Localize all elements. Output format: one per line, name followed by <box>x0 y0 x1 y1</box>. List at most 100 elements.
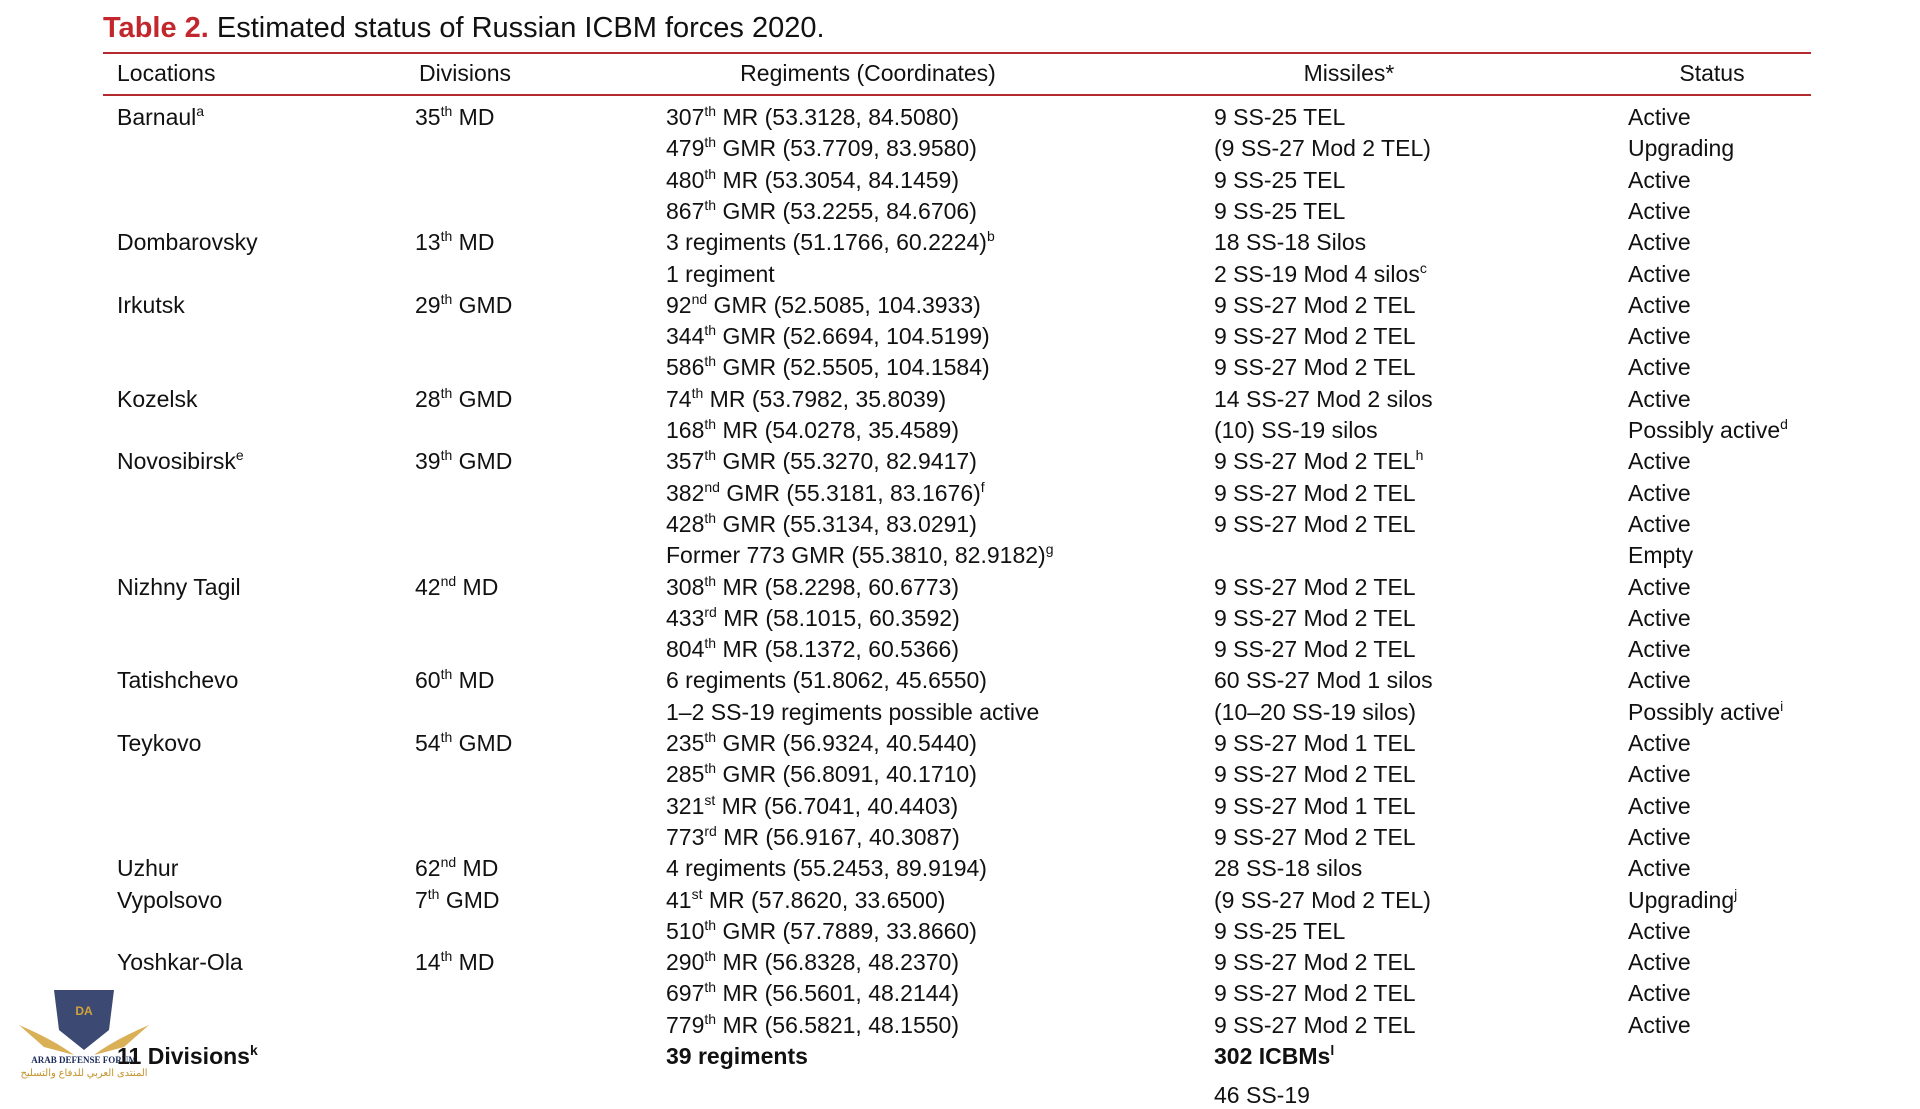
superscript: th <box>440 729 453 745</box>
text: 235 <box>666 730 705 756</box>
status-cell: Active <box>1628 166 1691 194</box>
regiment-cell: 1 regiment <box>666 260 775 288</box>
regiment-cell: 41st MR (57.8620, 33.6500) <box>666 886 945 917</box>
text: Active <box>1628 197 1691 224</box>
location-cell: Uzhur <box>117 854 178 882</box>
text: 344 <box>666 323 705 350</box>
superscript: th <box>704 322 717 339</box>
text: (9 SS-27 Mod 2 TEL) <box>1214 135 1431 162</box>
text: 357 <box>666 448 705 475</box>
regiment-cell: 779th MR (56.5821, 48.1550) <box>666 1011 959 1042</box>
regiment-cell: 382nd GMR (55.3181, 83.1676)f <box>666 479 985 510</box>
text: MR (56.5821, 48.1550) <box>716 1011 959 1038</box>
text: 773 <box>666 823 705 850</box>
text: 74 <box>666 385 692 412</box>
text: Active <box>1628 479 1691 506</box>
text: Upgrading <box>1628 886 1735 913</box>
text: GMR (52.5505, 104.1584) <box>716 354 990 381</box>
column-header: Locations <box>117 60 216 86</box>
text: MR (58.1015, 60.3592) <box>716 604 960 631</box>
superscript: th <box>440 103 453 119</box>
regiment-cell: 3 regiments (51.1766, 60.2224)b <box>666 228 995 259</box>
regiment-cell: 344th GMR (52.6694, 104.5199) <box>666 322 990 353</box>
text: Possibly active <box>1628 417 1781 443</box>
text: Active <box>1628 730 1691 756</box>
text: 60 SS-27 Mod 1 silos <box>1214 667 1433 694</box>
status-cell: Active <box>1628 103 1691 131</box>
regiment-cell: 235th GMR (56.9324, 40.5440) <box>666 729 977 760</box>
text: Possibly active <box>1628 698 1781 725</box>
text: 697 <box>666 980 705 1007</box>
text: MR (58.2298, 60.6773) <box>716 573 959 600</box>
superscript: th <box>440 666 453 683</box>
superscript: th <box>704 729 717 745</box>
text: Active <box>1628 291 1691 318</box>
text: 41 <box>666 886 692 913</box>
text: MR (56.9167, 40.3087) <box>716 823 960 850</box>
text: 18 SS-18 Silos <box>1214 229 1367 256</box>
superscript: l <box>1330 1042 1335 1058</box>
status-cell: Empty <box>1628 541 1693 569</box>
text: Active <box>1628 823 1691 850</box>
text: Active <box>1628 104 1691 130</box>
superscript: nd <box>440 854 457 871</box>
text: 9 SS-27 Mod 2 TEL <box>1214 761 1416 788</box>
location-cell: 11 Divisionsk <box>117 1042 258 1073</box>
text: 42 <box>415 573 441 600</box>
text: Active <box>1628 448 1691 475</box>
text: 9 SS-27 Mod 2 TEL <box>1214 510 1416 537</box>
text: 9 SS-25 TEL <box>1214 917 1346 944</box>
text: 9 SS-27 Mod 2 TEL <box>1214 636 1416 663</box>
regiment-cell: 290th MR (56.8328, 48.2370) <box>666 948 959 979</box>
status-cell: Active <box>1628 353 1691 381</box>
text: Active <box>1628 385 1691 412</box>
text: 285 <box>666 761 705 788</box>
division-cell: 54th GMD <box>415 729 512 760</box>
text: 302 ICBMs <box>1214 1043 1331 1069</box>
superscript: i <box>1780 697 1784 714</box>
text: GMR (52.6694, 104.5199) <box>716 323 990 350</box>
text: MR (58.1372, 60.5366) <box>716 636 959 663</box>
regiment-cell: 285th GMR (56.8091, 40.1710) <box>666 760 977 791</box>
text: 9 SS-27 Mod 2 TEL <box>1214 949 1416 976</box>
text: Active <box>1628 1011 1691 1038</box>
text: 290 <box>666 949 705 976</box>
text: 9 SS-27 Mod 2 TEL <box>1214 823 1416 850</box>
missiles-cell: 9 SS-27 Mod 2 TELh <box>1214 447 1423 478</box>
text: Irkutsk <box>117 291 185 318</box>
text: 13 <box>415 229 441 256</box>
text: Active <box>1628 573 1691 600</box>
column-header: Missiles* <box>1303 60 1395 86</box>
missiles-cell: 9 SS-25 TEL <box>1214 103 1345 131</box>
text: MD <box>452 104 495 130</box>
regiment-cell: 74th MR (53.7982, 35.8039) <box>666 385 946 416</box>
text: 779 <box>666 1011 705 1038</box>
text: MR (56.7041, 40.4403) <box>715 792 959 819</box>
location-cell: Yoshkar-Ola <box>117 948 243 976</box>
text: GMD <box>452 291 513 318</box>
text: Active <box>1628 636 1691 663</box>
missiles-cell: 9 SS-27 Mod 2 TEL <box>1214 573 1416 601</box>
regiment-cell: 479th GMR (53.7709, 83.9580) <box>666 134 977 165</box>
superscript: th <box>704 509 717 526</box>
text: 3 regiments (51.1766, 60.2224) <box>666 229 987 256</box>
text: Uzhur <box>117 855 179 882</box>
status-cell: Active <box>1628 510 1691 538</box>
location-cell: Kozelsk <box>117 385 198 413</box>
text: (10) SS-19 silos <box>1214 417 1378 443</box>
text: Barnaul <box>117 104 197 130</box>
text: 9 SS-27 Mod 2 TEL <box>1214 604 1416 631</box>
text: Active <box>1628 604 1691 631</box>
location-cell: Irkutsk <box>117 291 185 319</box>
text: 62 <box>415 855 441 882</box>
status-cell: Active <box>1628 322 1691 350</box>
superscript: th <box>440 290 453 307</box>
missiles-cell: 9 SS-27 Mod 2 TEL <box>1214 322 1416 350</box>
text: 510 <box>666 917 705 944</box>
text: MD <box>452 229 495 256</box>
text: 28 <box>415 385 441 412</box>
superscript: g <box>1045 541 1054 558</box>
superscript: d <box>1780 416 1788 432</box>
text: 6 regiments (51.8062, 45.6550) <box>666 667 987 694</box>
text: Active <box>1628 917 1691 944</box>
